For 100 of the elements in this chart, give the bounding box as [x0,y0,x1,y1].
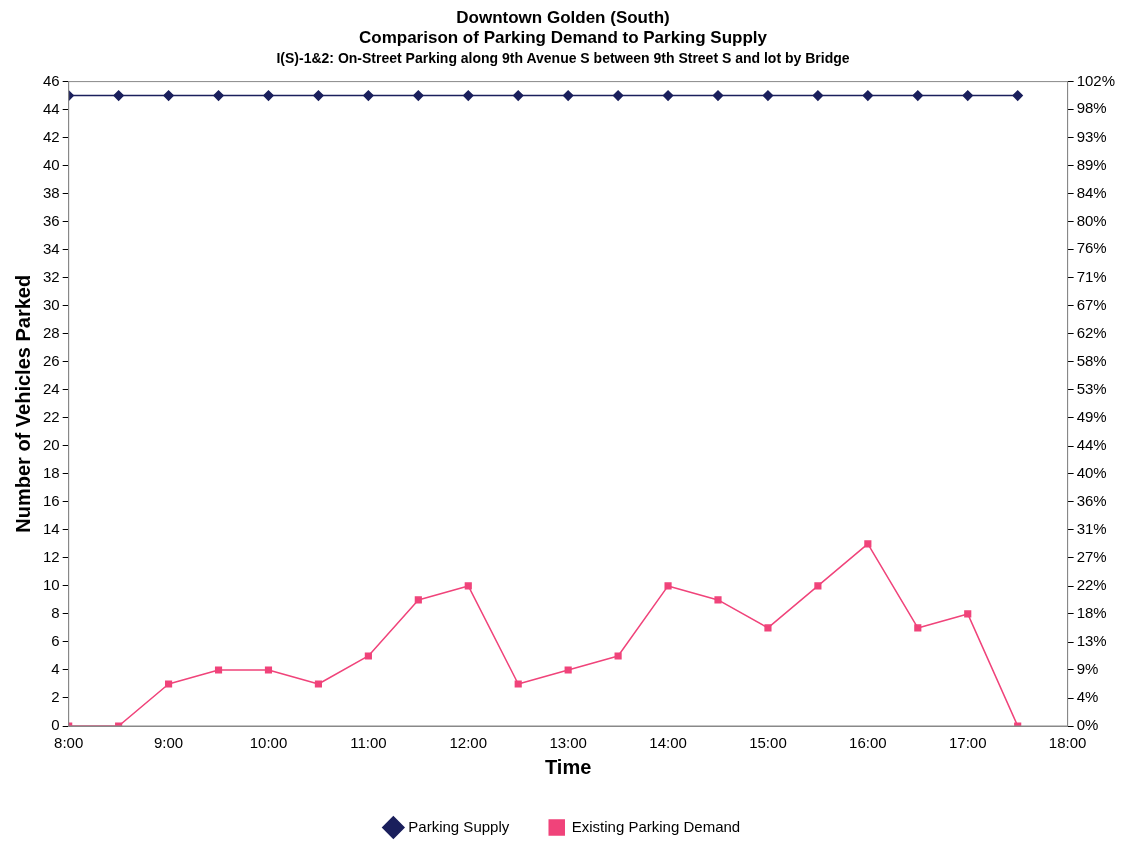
point [413,90,424,101]
point [962,90,973,101]
point [1012,90,1023,101]
y-axis-title: Number of Vehicles Parked [11,274,34,533]
point [165,680,173,688]
y-tick-label: 2 [51,688,60,706]
y-tick-label: 28 [43,323,60,341]
y-tick-label: 12 [43,548,60,566]
x-tick-label: 12:00 [449,734,488,752]
y2-tick-label: 102% [1076,71,1116,89]
x-tick-label: 9:00 [153,734,184,752]
point [714,596,722,604]
x-tick-label: 16:00 [849,734,887,752]
point [564,666,572,674]
y-tick-label: 14 [43,520,60,538]
y2-tick-label: 40% [1076,463,1107,481]
y-tick-label: 44 [43,99,60,117]
x-tick-label: 14:00 [649,734,687,752]
y-tick-label: 40 [43,155,60,173]
point [363,90,374,101]
y2-tick-label: 98% [1076,99,1107,117]
point [214,666,223,674]
x-tick-label: 18:00 [1048,734,1087,752]
point [912,90,924,101]
point [113,90,124,101]
point [314,680,322,688]
y2-tick-label: 4% [1076,688,1099,706]
y-tick-label: 26 [43,351,60,369]
y-tick-label: 10 [43,576,60,594]
point [762,90,774,101]
point [964,610,972,618]
y2-tick-label: 71% [1076,267,1107,285]
y-tick-label: 36 [43,211,60,229]
y-tick-label: 22 [43,407,60,425]
y2-tick-label: 44% [1076,436,1107,454]
point [712,90,724,101]
point [364,652,372,660]
point [864,540,872,548]
point [562,90,574,101]
y2-tick-label: 58% [1076,351,1107,369]
x-tick-label: 17:00 [948,734,987,752]
y2-tick-label: 53% [1076,380,1107,398]
y-tick-label: 30 [43,295,60,313]
point [263,90,274,101]
y-tick-label: 4 [51,660,60,678]
y2-tick-label: 31% [1076,520,1107,538]
point [814,582,822,590]
y-tick-label: 20 [43,435,60,453]
point [514,680,522,688]
point [464,582,472,590]
legend-label: Parking Supply [408,817,510,835]
y2-tick-label: 62% [1076,323,1107,341]
y-tick-label: 32 [43,267,60,285]
x-axis-title: Time [545,755,592,778]
point [264,666,273,674]
point [313,90,324,101]
point [163,90,174,101]
chart-subtitle: I(S)-1&2: On-Street Parking along 9th Avenue S between 9th Street S and lot by Bridge [276,50,850,67]
y2-tick-label: 27% [1076,547,1107,565]
y-tick-label: 18 [43,463,60,481]
x-tick-label: 13:00 [549,734,587,752]
y-tick-label: 46 [43,71,60,89]
y2-tick-label: 22% [1076,576,1107,594]
y2-tick-label: 49% [1076,407,1107,425]
y2-tick-label: 18% [1076,603,1107,621]
point [512,90,524,101]
point [664,582,672,590]
y-tick-label: 0 [51,716,60,734]
point [662,90,674,101]
point [614,652,622,660]
y-tick-label: 6 [51,632,60,650]
point [463,90,474,101]
chart-title: Downtown Golden (South) Comparison of Parking Demand to Parking Supply [358,7,768,48]
y2-tick-label: 9% [1076,660,1099,678]
point [612,90,624,101]
y2-tick-label: 13% [1076,632,1107,650]
x-tick-label: 8:00 [54,734,84,752]
y2-tick-label: 67% [1076,295,1107,313]
y2-tick-label: 36% [1076,491,1107,509]
y-tick-label: 42 [43,127,60,145]
point [914,624,922,632]
x-tick-label: 10:00 [249,734,288,752]
y-tick-label: 16 [43,492,60,509]
point [764,624,772,632]
x-tick-label: 11:00 [350,734,387,752]
y-tick-label: 34 [43,239,60,257]
y2-tick-label: 84% [1076,183,1107,201]
y2-tick-label: 93% [1076,127,1107,145]
y2-tick-label: 89% [1076,155,1107,173]
x-tick-label: 15:00 [749,734,787,752]
y-tick-label: 38 [43,183,60,201]
point [862,90,874,101]
point [414,596,422,604]
y2-tick-label: 80% [1076,211,1107,229]
y2-tick-label: 0% [1076,716,1099,734]
point [213,90,224,101]
point [812,90,824,101]
y-tick-label: 24 [43,379,60,397]
legend-label: Existing Parking Demand [571,817,741,835]
y-tick-label: 8 [51,604,60,622]
